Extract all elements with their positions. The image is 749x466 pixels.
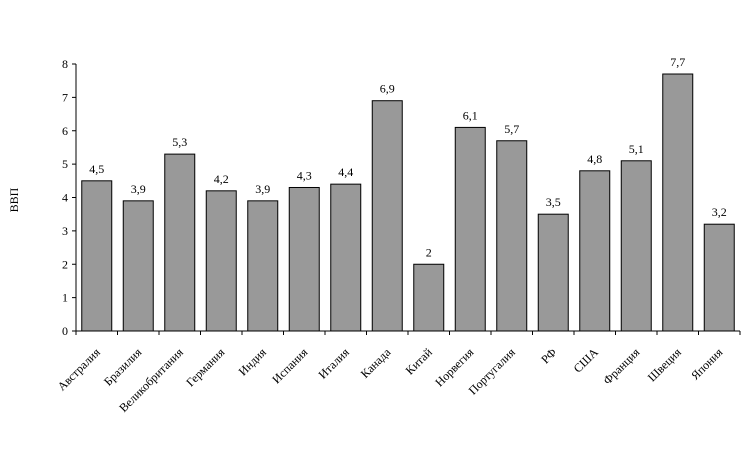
data-label: 2	[426, 245, 432, 259]
category-label: Австралия	[55, 345, 104, 394]
bar	[537, 213, 569, 332]
data-label: 3,9	[131, 182, 146, 196]
y-axis-label: ВВП	[7, 187, 21, 212]
y-tick-label: 1	[62, 291, 68, 305]
data-label: 3,5	[546, 195, 561, 209]
bar	[703, 223, 735, 332]
data-label: 4,3	[297, 168, 312, 182]
category-label: Канада	[358, 345, 394, 381]
bar	[620, 160, 652, 332]
bar	[164, 153, 196, 332]
bar	[662, 73, 694, 332]
bar	[247, 200, 279, 332]
category-label: Швеция	[645, 345, 685, 385]
data-label: 5,1	[629, 142, 644, 156]
y-tick-label: 3	[62, 224, 68, 238]
y-tick-label: 2	[62, 257, 68, 271]
y-tick-label: 8	[62, 57, 68, 71]
category-label: Япония	[688, 345, 726, 383]
data-label: 4,8	[587, 152, 602, 166]
data-label: 6,9	[380, 82, 395, 96]
bar	[371, 100, 403, 332]
bar	[330, 183, 362, 332]
plot-area: 0123456784,5Австралия3,9Бразилия5,3Велик…	[55, 55, 741, 415]
data-label: 3,9	[255, 182, 270, 196]
y-tick-label: 4	[62, 191, 68, 205]
category-label: Германия	[183, 345, 227, 389]
category-label: РФ	[538, 345, 559, 366]
category-label: Китай	[403, 345, 436, 378]
y-tick-label: 5	[62, 157, 68, 171]
data-label: 7,7	[670, 55, 685, 69]
y-tick-label: 7	[62, 90, 68, 104]
category-label: Франция	[600, 345, 642, 387]
category-label: Испания	[269, 345, 310, 386]
y-tick-label: 0	[62, 324, 68, 338]
data-label: 4,4	[338, 165, 353, 179]
y-tick-label: 6	[62, 124, 68, 138]
data-label: 4,5	[89, 162, 104, 176]
bar	[454, 126, 486, 332]
bar	[579, 170, 611, 332]
category-label: Индия	[236, 345, 270, 379]
bar	[413, 263, 445, 332]
data-label: 4,2	[214, 172, 229, 186]
data-label: 6,1	[463, 108, 478, 122]
bar	[288, 186, 320, 332]
bar	[122, 200, 154, 332]
bar	[496, 140, 528, 332]
bar	[205, 190, 237, 332]
data-label: 5,7	[504, 122, 519, 136]
bar	[81, 180, 113, 332]
data-label: 5,3	[172, 135, 187, 149]
category-label: Италия	[316, 345, 353, 382]
data-label: 3,2	[712, 205, 727, 219]
category-label: США	[571, 345, 601, 375]
